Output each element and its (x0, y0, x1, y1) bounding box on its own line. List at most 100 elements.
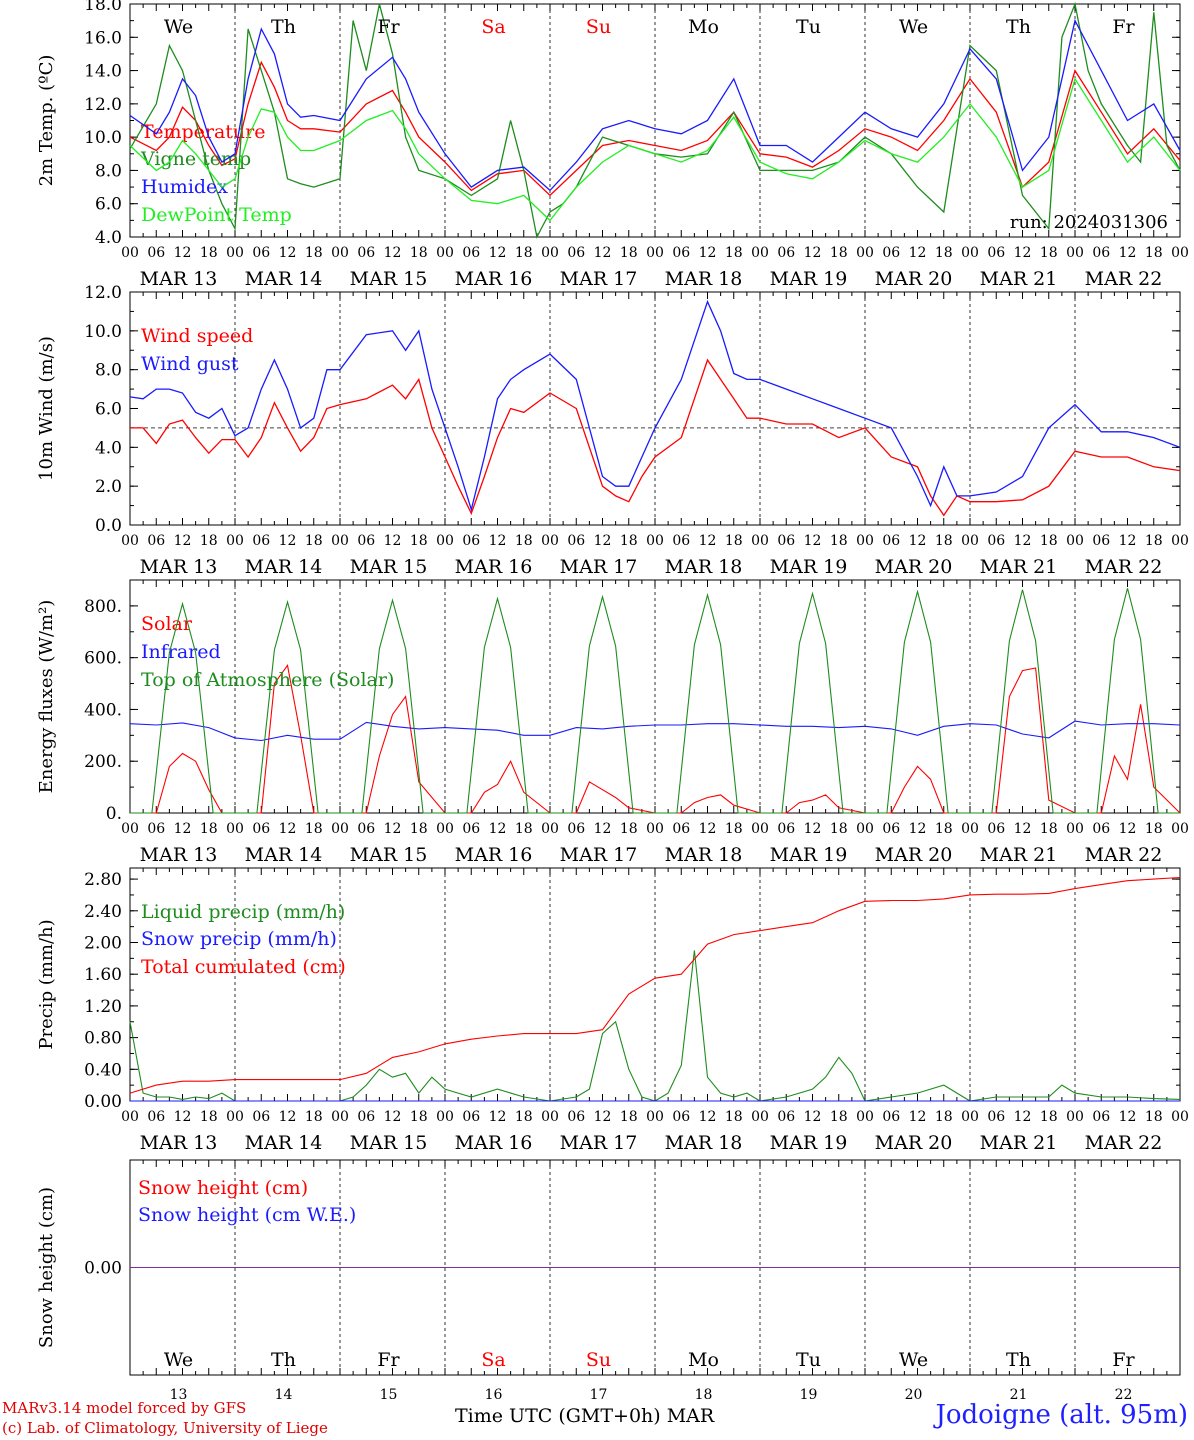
hour-tick-label: 12 (909, 1109, 927, 1125)
hour-tick-label: 00 (121, 533, 139, 549)
hour-tick-label: 06 (357, 821, 375, 837)
hour-tick-label: 12 (279, 1109, 297, 1125)
hour-tick-label: 12 (1119, 245, 1137, 261)
hour-tick-label: 06 (1092, 1109, 1110, 1125)
hour-tick-label: 18 (200, 821, 218, 837)
legend-label: Snow height (cm W.E.) (138, 1204, 356, 1226)
weekday-label: Th (271, 16, 296, 38)
hour-tick-label: 12 (174, 1109, 192, 1125)
weekday-label: Fr (1112, 16, 1135, 38)
day-label: MAR 22 (1085, 556, 1163, 578)
hour-tick-label: 18 (515, 245, 533, 261)
hour-tick-label: 12 (804, 1109, 822, 1125)
hour-tick-label: 12 (174, 533, 192, 549)
hour-tick-label: 00 (646, 1109, 664, 1125)
y-axis-label: Snow height (cm) (36, 1187, 57, 1348)
hour-tick-label: 00 (1066, 1109, 1084, 1125)
hour-tick-label: 00 (331, 821, 349, 837)
hour-tick-label: 12 (384, 245, 402, 261)
y-tick-label: 0.40 (84, 1060, 122, 1080)
hour-tick-label: 18 (830, 821, 848, 837)
hour-tick-label: 06 (987, 821, 1005, 837)
run-annotation: run: 2024031306 (1010, 212, 1168, 233)
weekday-label: Th (271, 1349, 296, 1371)
series-line (129, 60, 1181, 197)
day-label: MAR 21 (980, 268, 1058, 290)
hour-tick-label: 12 (1014, 245, 1032, 261)
y-axis-label: Energy fluxes (W/m²) (36, 600, 57, 794)
day-label: MAR 14 (245, 1132, 323, 1154)
hour-tick-label: 18 (725, 1109, 743, 1125)
hour-tick-label: 06 (1092, 533, 1110, 549)
hour-tick-label: 06 (147, 245, 165, 261)
weekday-label: Fr (1112, 1349, 1135, 1371)
hour-tick-label: 06 (882, 245, 900, 261)
weekday-label: We (164, 16, 193, 38)
hour-tick-label: 06 (882, 1109, 900, 1125)
hour-tick-label: 18 (515, 821, 533, 837)
hour-tick-label: 00 (961, 245, 979, 261)
weekday-label: Sa (481, 16, 505, 38)
y-tick-label: 16.0 (84, 28, 122, 48)
hour-tick-label: 12 (279, 821, 297, 837)
day-label: MAR 18 (665, 268, 743, 290)
hour-tick-label: 12 (1119, 533, 1137, 549)
legend-label: Total cumulated (cm) (141, 956, 346, 978)
hour-tick-label: 00 (121, 1109, 139, 1125)
hour-tick-label: 06 (567, 245, 585, 261)
y-tick-label: 0. (106, 804, 122, 824)
legend-label: Vigne temp (140, 148, 251, 170)
y-tick-label: 6.0 (95, 195, 122, 215)
y-axis-label: 10m Wind (m/s) (36, 336, 57, 481)
series-line (129, 720, 1181, 742)
hour-tick-label: 18 (1145, 533, 1163, 549)
hour-tick-label: 18 (1145, 245, 1163, 261)
hour-tick-label: 18 (935, 533, 953, 549)
hour-tick-label: 00 (436, 533, 454, 549)
hour-tick-label: 00 (751, 1109, 769, 1125)
day-label: MAR 17 (560, 268, 638, 290)
hour-tick-label: 06 (252, 533, 270, 549)
hour-tick-label: 12 (1119, 821, 1137, 837)
hour-tick-label: 18 (410, 245, 428, 261)
legend-label: Wind gust (141, 353, 239, 375)
hour-tick-label: 12 (909, 533, 927, 549)
day-label: MAR 20 (875, 844, 953, 866)
hour-tick-label: 06 (357, 245, 375, 261)
legend-label: Humidex (141, 176, 228, 198)
hour-tick-label: 06 (672, 1109, 690, 1125)
hour-tick-label: 00 (1066, 245, 1084, 261)
hour-tick-label: 12 (384, 533, 402, 549)
hour-tick-label: 18 (1145, 1109, 1163, 1125)
hour-tick-label: 06 (882, 821, 900, 837)
hour-tick-label: 00 (121, 821, 139, 837)
hour-tick-label: 18 (620, 245, 638, 261)
hour-tick-label: 12 (489, 821, 507, 837)
series-line (129, 18, 1181, 192)
hour-tick-label: 00 (226, 1109, 244, 1125)
y-tick-label: 400. (84, 700, 122, 720)
day-label: MAR 16 (455, 556, 533, 578)
day-label: MAR 22 (1085, 1132, 1163, 1154)
legend-label: DewPoint Temp (141, 204, 292, 226)
hour-tick-label: 18 (1040, 533, 1058, 549)
hour-tick-label: 06 (567, 821, 585, 837)
weekday-label: We (164, 1349, 193, 1371)
hour-tick-label: 00 (856, 533, 874, 549)
hour-tick-label: 18 (1040, 821, 1058, 837)
day-label: MAR 15 (350, 1132, 428, 1154)
hour-tick-label: 00 (1171, 533, 1189, 549)
hour-tick-label: 06 (777, 533, 795, 549)
day-label: MAR 21 (980, 556, 1058, 578)
day-label: MAR 21 (980, 1132, 1058, 1154)
day-label: MAR 18 (665, 1132, 743, 1154)
hour-tick-label: 00 (331, 1109, 349, 1125)
hour-tick-label: 18 (830, 533, 848, 549)
y-tick-label: 800. (84, 597, 122, 617)
y-axis-label: Precip (mm/h) (36, 919, 57, 1049)
y-tick-label: 2.80 (84, 870, 122, 890)
day-label: MAR 13 (140, 268, 218, 290)
legend-label: Infrared (141, 641, 221, 663)
series-line (129, 299, 1181, 512)
